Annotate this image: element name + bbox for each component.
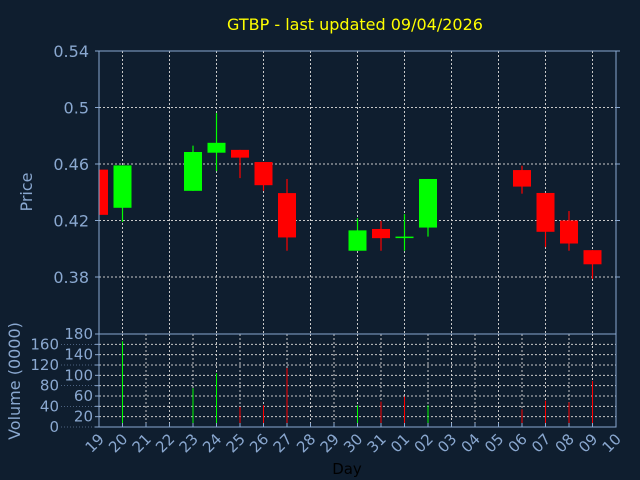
volume-tick-label: 120 (30, 356, 59, 374)
chart-title: GTBP - last updated 09/04/2026 (227, 15, 483, 34)
candle-down (231, 149, 249, 158)
day-tick-label: 23 (176, 430, 202, 456)
price-axis-label: Price (17, 172, 36, 211)
candle-up (207, 142, 226, 153)
volume-tick-label: 80 (40, 377, 59, 395)
candle-up (348, 230, 367, 251)
candle-down (560, 220, 578, 244)
price-tick-label: 0.38 (53, 268, 89, 287)
candle-up (184, 151, 202, 191)
day-tick-label: 07 (528, 430, 554, 456)
day-tick-label: 21 (129, 430, 155, 456)
candle-down (583, 250, 602, 265)
price-tick-label: 0.5 (64, 99, 89, 118)
candle-up (395, 236, 414, 239)
price-tick-label: 0.54 (53, 42, 89, 61)
day-tick-label: 01 (387, 430, 413, 456)
day-tick-label: 28 (293, 430, 319, 456)
candle-down (99, 169, 108, 215)
day-tick-label: 30 (340, 430, 366, 456)
day-tick-label: 25 (223, 430, 249, 456)
price-tick-label: 0.46 (53, 155, 89, 174)
volume-tick-label: 140 (64, 346, 93, 364)
day-tick-label: 31 (364, 430, 390, 456)
candle-down (372, 228, 390, 239)
volume-tick-label: 160 (30, 335, 59, 353)
day-tick-label: 09 (575, 430, 601, 456)
candle-down (278, 193, 296, 238)
candle-down (513, 170, 531, 187)
volume-tick-label: 180 (64, 325, 93, 343)
day-tick-label: 03 (434, 430, 460, 456)
day-tick-label: 05 (481, 430, 507, 456)
candle-down (254, 162, 273, 186)
day-tick-label: 24 (199, 430, 225, 456)
day-tick-label: 04 (458, 430, 484, 456)
volume-plot-frame (98, 333, 617, 428)
candles (99, 113, 602, 279)
volume-tick-label: 20 (74, 408, 93, 426)
day-tick-label: 06 (505, 430, 531, 456)
volume-axis-label: Volume (0000) (5, 322, 24, 440)
candle-up (419, 178, 437, 228)
day-tick-label: 08 (552, 430, 578, 456)
day-tick-label: 26 (246, 430, 272, 456)
candle-down (536, 192, 555, 232)
day-tick-label: 02 (411, 430, 437, 456)
volume-tick-label: 0 (49, 418, 59, 436)
volume-tick-label: 40 (40, 397, 59, 415)
volume-tick-label: 60 (74, 387, 93, 405)
day-tick-label: 19 (82, 430, 108, 456)
price-tick-label: 0.42 (53, 212, 89, 231)
day-tick-label: 27 (270, 430, 296, 456)
day-tick-label: 10 (599, 430, 625, 456)
day-tick-label: 29 (317, 430, 343, 456)
volume-tick-label: 100 (64, 366, 93, 384)
day-tick-label: 20 (105, 430, 131, 456)
day-tick-label: 22 (152, 430, 178, 456)
candle-up (113, 165, 132, 208)
day-axis-label: Day (332, 460, 362, 478)
